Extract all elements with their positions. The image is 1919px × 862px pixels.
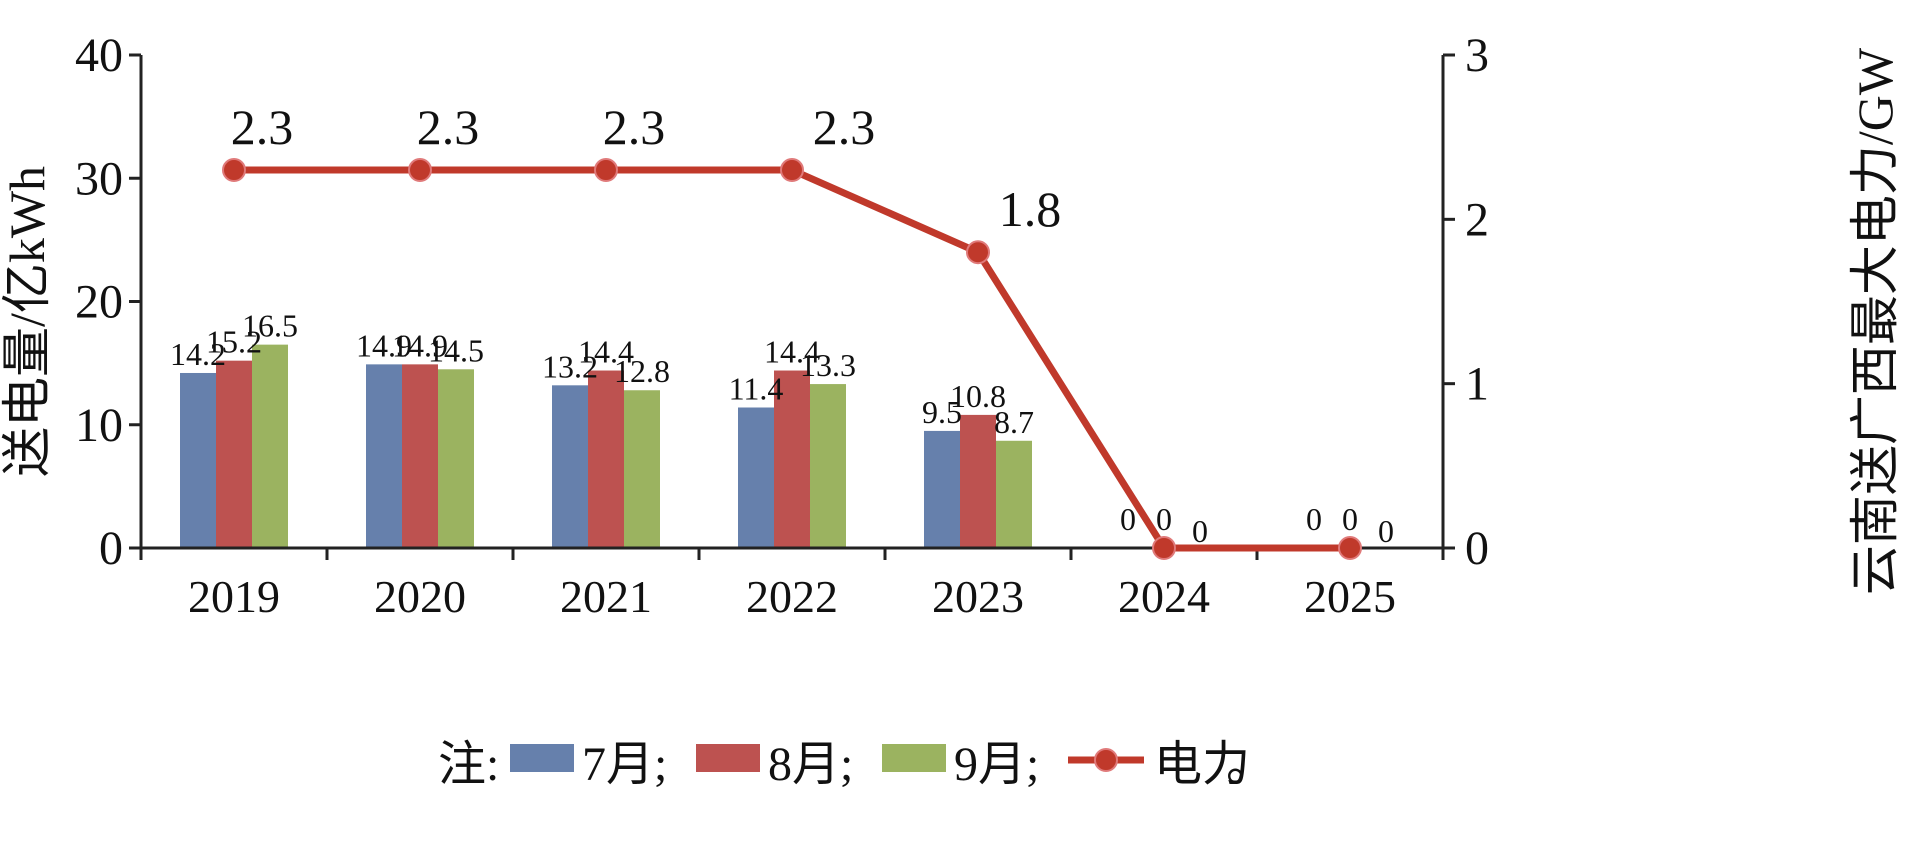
x-tick-label: 2020: [374, 571, 466, 622]
y-tick-label-right: 3: [1465, 29, 1489, 82]
bar-data-label: 13.2: [542, 348, 598, 384]
bar: [774, 370, 810, 548]
bar-data-label: 16.5: [242, 308, 298, 344]
legend-separator: ;: [654, 738, 667, 791]
x-tick-label: 2025: [1304, 571, 1396, 622]
bar-data-label: 14.4: [764, 334, 820, 370]
bar-data-label: 14.2: [170, 336, 226, 372]
bar-data-label: 9.5: [922, 394, 962, 430]
y-tick-label-left: 20: [75, 276, 123, 329]
y-tick-label-left: 40: [75, 29, 123, 82]
legend-label: 7月: [582, 738, 654, 791]
legend-label: 8月: [768, 738, 840, 791]
bar: [180, 372, 216, 548]
x-tick-label: 2024: [1118, 571, 1210, 622]
power-point: [1338, 536, 1362, 560]
bar: [924, 430, 960, 548]
power-point: [1152, 536, 1176, 560]
bar: [624, 390, 660, 548]
power-point: [966, 240, 990, 265]
legend-separator: ;: [840, 738, 853, 791]
bar: [960, 414, 996, 548]
y-axis-title-right: 云南送广西最大电力/GW: [1847, 47, 1903, 595]
power-point: [780, 158, 804, 183]
bar: [738, 407, 774, 548]
power-point: [408, 158, 432, 183]
y-axis-title-left: 送电量/亿kWh: [0, 166, 55, 477]
axes: 0 10 20 30 40 0 1 2 3 2019 2020 2021 2022 2023 2024 202…: [75, 29, 1489, 622]
bar: [552, 385, 588, 548]
bar-data-label: 15.2: [206, 324, 262, 360]
bar-data-label: 0: [1156, 501, 1172, 537]
power-data-label: 2.3: [813, 99, 876, 155]
bar-data-label: 11.4: [729, 370, 784, 406]
legend-terminator: 。: [1226, 738, 1274, 791]
bar: [996, 440, 1032, 548]
bar-data-label: 10.8: [950, 378, 1006, 414]
bar: [366, 364, 402, 548]
x-tick-label: 2019: [188, 571, 280, 622]
x-tick-label: 2022: [746, 571, 838, 622]
power-line: [222, 158, 1362, 560]
bar-data-label: 14.9: [356, 327, 412, 363]
legend-separator: ;: [1026, 738, 1039, 791]
bar-group: [180, 344, 1032, 548]
bar: [810, 384, 846, 548]
y-tick-label-right: 2: [1465, 193, 1489, 246]
bar-data-label: 0: [1120, 501, 1136, 537]
y-tick-label-right: 1: [1465, 358, 1489, 411]
legend-point-swatch: [1094, 748, 1118, 772]
y-tick-label-left: 10: [75, 399, 123, 452]
bar-data-label: 0: [1306, 501, 1322, 537]
power-point: [222, 158, 246, 183]
y-tick-label-right: 0: [1465, 522, 1489, 575]
bar-data-label: 12.8: [614, 353, 670, 389]
bar: [252, 344, 288, 548]
power-point: [594, 158, 618, 183]
legend-swatch: [510, 744, 574, 772]
legend-prefix: 注:: [438, 738, 499, 791]
bar-data-label: 0: [1342, 501, 1358, 537]
x-tick-label: 2023: [932, 571, 1024, 622]
x-tick-label: 2021: [560, 571, 652, 622]
legend-swatch: [696, 744, 760, 772]
bar-data-label: 14.4: [578, 334, 634, 370]
axis-titles: 送电量/亿kWh 云南送广西最大电力/GW: [0, 47, 1903, 595]
power-data-label: 1.8: [999, 181, 1062, 237]
legend: 注: 7月; 8月; 9月; 电力。: [438, 738, 1274, 791]
y-tick-label-left: 0: [99, 522, 123, 575]
bar: [588, 370, 624, 548]
data-labels: 14.2 14.913.211.49.50 015.2 14.9 14.4 14.410.…: [170, 99, 1394, 549]
bar: [216, 360, 252, 548]
power-data-label: 2.3: [603, 99, 666, 155]
bar-data-label: 8.7: [994, 404, 1034, 440]
bar: [402, 364, 438, 548]
power-data-label: 2.3: [417, 99, 480, 155]
bar-data-label: 14.5: [428, 332, 484, 368]
bar: [438, 369, 474, 548]
bar-data-label: 13.3: [800, 347, 856, 383]
bar-data-label: 14.9: [392, 327, 448, 363]
bar-data-label: 0: [1192, 513, 1208, 549]
bar-data-label: 0: [1378, 513, 1394, 549]
legend-swatch: [882, 744, 946, 772]
legend-label: 电力: [1154, 738, 1250, 791]
legend-label: 9月: [954, 738, 1026, 791]
power-data-label: 2.3: [231, 99, 294, 155]
y-tick-label-left: 30: [75, 152, 123, 205]
